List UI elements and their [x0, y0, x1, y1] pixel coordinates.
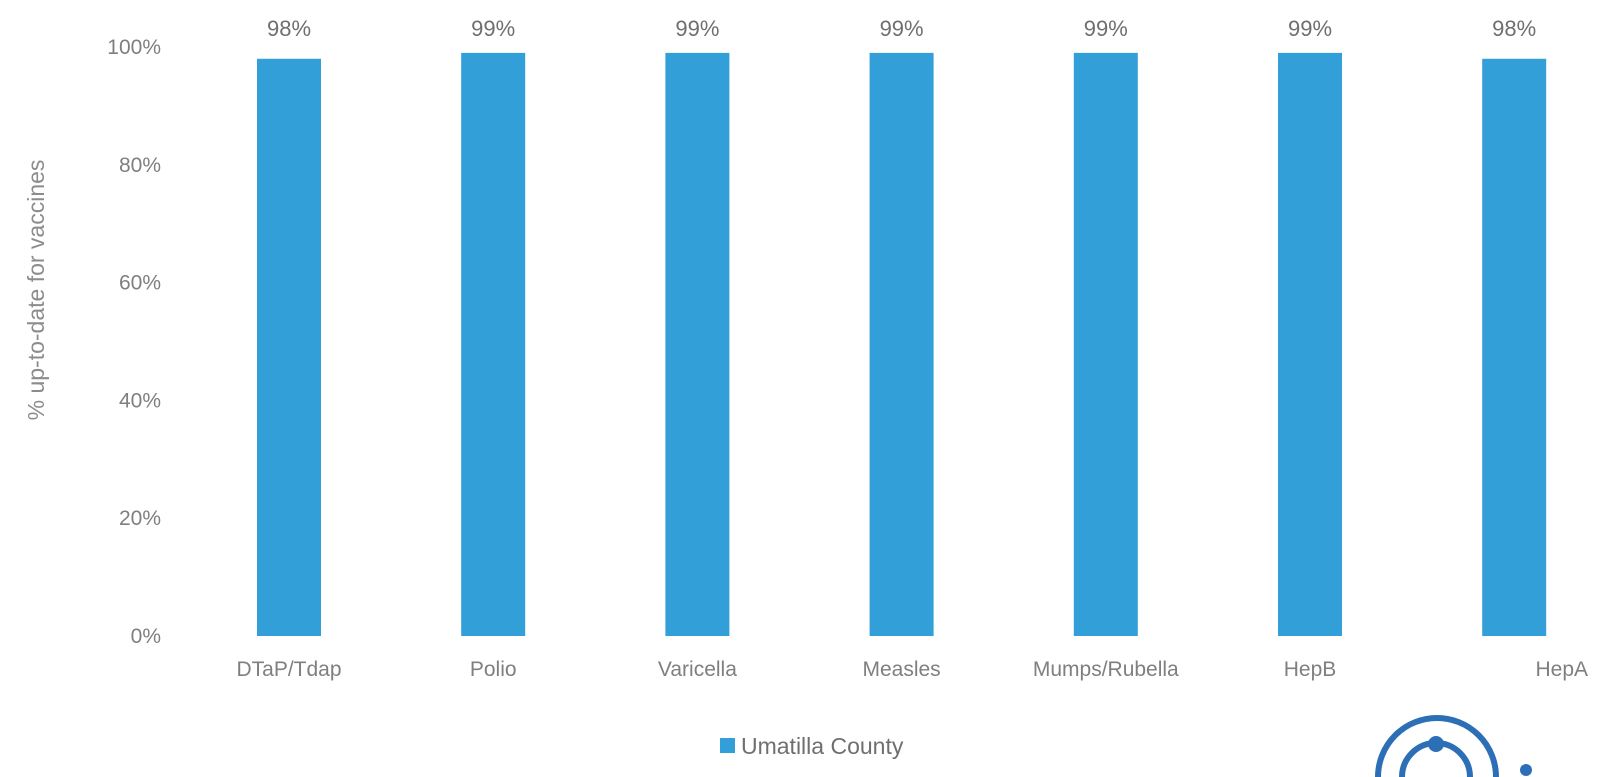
x-category-label: Polio	[470, 658, 517, 681]
data-label: 99%	[471, 16, 515, 41]
x-category-label: HepA	[1535, 658, 1588, 681]
bar	[1073, 52, 1138, 636]
y-tick-label: 80%	[119, 154, 161, 177]
legend-swatch	[720, 738, 735, 753]
y-tick-label: 40%	[119, 389, 161, 412]
logo-dot-right	[1520, 764, 1532, 776]
y-axis-title: % up-to-date for vaccines	[23, 160, 49, 421]
data-label: 98%	[267, 16, 311, 41]
data-label: 98%	[1492, 16, 1536, 41]
bars-group	[257, 52, 1547, 636]
y-tick-label: 20%	[119, 507, 161, 530]
bar	[665, 52, 730, 636]
x-category-label: HepB	[1284, 658, 1337, 681]
y-tick-label: 100%	[107, 36, 161, 59]
logo-arc	[1375, 715, 1499, 777]
x-axis-category-labels: DTaP/Tdap Polio Varicella Measles Mumps/Rube…	[236, 658, 1588, 681]
data-label: 99%	[675, 16, 719, 41]
data-label: 99%	[880, 16, 924, 41]
x-category-label: Measles	[862, 658, 940, 681]
bar	[461, 52, 526, 636]
legend: Umatilla County	[720, 733, 904, 759]
x-category-label: Mumps/Rubella	[1033, 658, 1179, 681]
y-axis-ticks: 0% 20% 40% 60% 80% 100%	[107, 36, 161, 648]
bar	[869, 52, 934, 636]
legend-label: Umatilla County	[741, 733, 904, 759]
organization-logo	[1375, 715, 1532, 777]
data-label: 99%	[1084, 16, 1128, 41]
x-category-label: DTaP/Tdap	[236, 658, 341, 681]
bar	[1278, 52, 1342, 636]
bar	[257, 58, 321, 636]
data-label: 99%	[1288, 16, 1332, 41]
bar	[1482, 58, 1547, 636]
logo-dot	[1428, 736, 1444, 752]
y-tick-label: 0%	[131, 625, 161, 648]
x-category-label: Varicella	[658, 658, 737, 681]
data-labels-group: 98% 99% 99% 99% 99% 99% 98%	[267, 16, 1536, 41]
y-tick-label: 60%	[119, 272, 161, 295]
